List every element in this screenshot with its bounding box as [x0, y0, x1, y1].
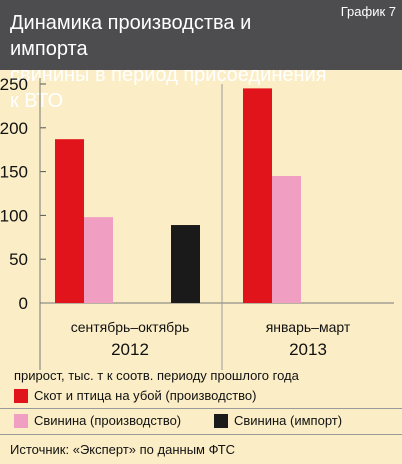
plot-area: 0 50 100 150 200 250 сентябрь–октябрь 2012 январ…	[0, 75, 394, 370]
y-tick-label-250: 250	[0, 75, 28, 94]
bar-s0-g1	[243, 88, 272, 303]
y-tick-label-0: 0	[19, 294, 28, 313]
x-group-year-1: 2013	[289, 340, 327, 359]
x-group-label-1: январь–март	[266, 319, 351, 335]
legend-swatch-pork-production	[14, 413, 28, 428]
x-group-label-0: сентябрь–октябрь	[71, 319, 190, 335]
legend-label-pork-production: Свинина (производство)	[34, 413, 182, 428]
y-tick-label-150: 150	[0, 163, 28, 182]
legend-swatch-pork-import	[214, 413, 228, 428]
legend-divider-2	[0, 434, 402, 435]
x-group-year-0: 2012	[111, 340, 149, 359]
y-tick-label-200: 200	[0, 119, 28, 138]
legend-item-pork-import: Свинина (импорт)	[214, 413, 342, 428]
legend-item-livestock: Скот и птица на убой (производство)	[14, 388, 256, 403]
y-tick-label-50: 50	[9, 250, 28, 269]
bar-s0-g0	[55, 139, 84, 303]
bar-s1-g0	[84, 217, 113, 303]
chart-title-line2: свинины в период присоединения к ВТО	[10, 64, 327, 112]
chart-tag: График 7	[340, 4, 396, 19]
bar-s1-g1	[272, 175, 301, 303]
y-axis-label: прирост, тыс. т к соотв. периоду прошлог…	[14, 368, 299, 383]
legend-label-livestock: Скот и птица на убой (производство)	[34, 388, 257, 403]
y-tick-label-100: 100	[0, 206, 28, 225]
chart-header: Динамика производства и импорта свинины …	[0, 0, 402, 112]
bar-s2-g0	[171, 225, 200, 303]
chart-title: Динамика производства и импорта свинины …	[10, 10, 330, 114]
legend-label-pork-import: Свинина (импорт)	[234, 413, 343, 428]
legend-divider-1	[0, 408, 402, 409]
legend-item-pork-production: Свинина (производство)	[14, 413, 181, 428]
legend-swatch-livestock	[14, 388, 28, 403]
chart-title-line1: Динамика производства и импорта	[10, 12, 252, 60]
source-note: Источник: «Эксперт» по данным ФТС	[10, 442, 236, 457]
